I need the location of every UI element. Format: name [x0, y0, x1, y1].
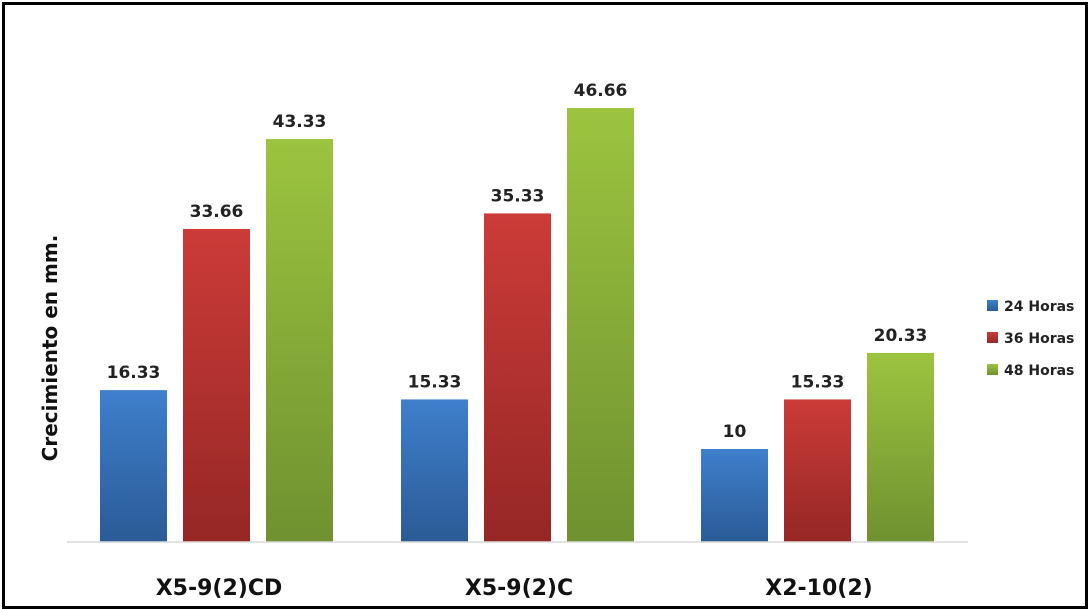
legend-label: 36 Horas [1004, 331, 1074, 347]
data-label: 46.66 [574, 81, 628, 101]
data-label: 35.33 [491, 186, 545, 206]
bar-3-1 [266, 139, 333, 542]
legend-swatch [987, 332, 998, 343]
bar-1-1 [100, 390, 167, 542]
bar-1-3 [701, 449, 768, 542]
bar-3-2 [567, 108, 634, 542]
legend-label: 24 Horas [1004, 299, 1074, 315]
bar-1-2 [401, 399, 468, 542]
bar-chart: Crecimiento en mm. 16.33 33.66 43.33 X5-9(2… [38, 81, 1074, 601]
data-label: 20.33 [874, 326, 928, 346]
bar-2-1 [183, 228, 250, 542]
plot-area: 16.33 33.66 43.33 X5-9(2)CD 15.33 35.33 46.66 X… [100, 81, 934, 601]
bar-2-3 [784, 399, 851, 542]
data-label: 15.33 [408, 372, 462, 392]
data-label: 16.33 [107, 363, 161, 383]
data-label: 43.33 [273, 112, 327, 132]
data-label: 10 [723, 422, 747, 442]
category-label: X5-9(2)C [465, 576, 573, 601]
legend-swatch [987, 300, 998, 311]
legend-label: 48 Horas [1004, 363, 1074, 379]
bar-3-3 [867, 352, 934, 542]
legend-swatch [987, 364, 998, 375]
bar-2-2 [484, 213, 551, 542]
legend: 24 Horas 36 Horas 48 Horas [987, 299, 1074, 379]
data-label: 15.33 [791, 372, 845, 392]
data-label: 33.66 [190, 202, 244, 222]
category-label: X5-9(2)CD [156, 576, 283, 601]
category-label: X2-10(2) [765, 576, 872, 601]
y-axis-title: Crecimiento en mm. [38, 235, 62, 462]
